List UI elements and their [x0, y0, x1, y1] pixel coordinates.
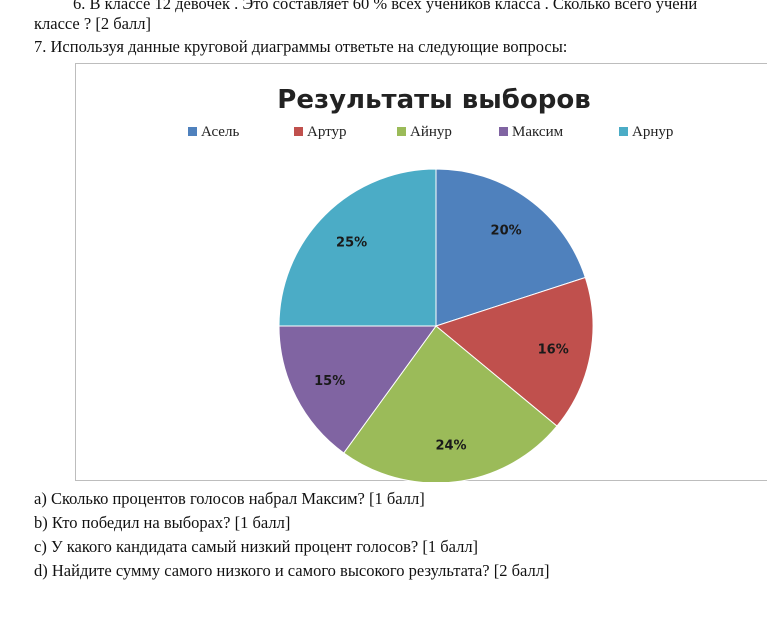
pie-label-3: 24%	[435, 438, 466, 453]
chart-legend: Асель Артур Айнур Максим Арнур	[188, 124, 673, 140]
pie-label-4: 15%	[314, 374, 345, 389]
pie-label-1: 20%	[491, 224, 522, 239]
task-6-continuation: классе ? [2 балл]	[34, 14, 152, 33]
legend-label-4: Максим	[512, 124, 564, 140]
pie-label-2: 16%	[538, 342, 569, 357]
question-c: c) У какого кандидата самый низкий проце…	[34, 537, 479, 556]
pie-slice-4	[278, 325, 437, 454]
legend-swatch-3	[397, 127, 406, 136]
task-6-text: 6. В классе 12 девочек . Это составляет …	[73, 0, 698, 13]
chart-frame: Результаты выборов Асель Артур Айнур Максим…	[75, 63, 767, 482]
legend-swatch-5	[619, 127, 628, 136]
question-d: d) Найдите сумму самого низкого и самого…	[34, 561, 550, 580]
pie-slice-2	[434, 276, 594, 427]
pie-slice-1	[435, 168, 586, 327]
legend-swatch-2	[294, 127, 303, 136]
chart-title: Результаты выборов	[277, 85, 590, 115]
pie-slice-5	[278, 168, 437, 327]
pie-chart: Результаты выборов Асель Артур Айнур Максим…	[188, 85, 673, 482]
legend-swatch-1	[188, 127, 197, 136]
question-b: b) Кто победил на выборах? [1 балл]	[34, 513, 291, 532]
legend-label-2: Артур	[307, 124, 347, 140]
pie-labels: 20% 16% 24% 15% 25%	[314, 224, 569, 454]
pie-label-5: 25%	[336, 236, 367, 251]
legend-swatch-4	[499, 127, 508, 136]
question-a: a) Сколько процентов голосов набрал Макс…	[34, 489, 425, 508]
legend-label-5: Арнур	[632, 124, 673, 140]
legend-label-3: Айнур	[410, 124, 452, 140]
legend-label-1: Асель	[201, 124, 239, 140]
pie-slice-3	[343, 325, 558, 482]
task-7-text: 7. Используя данные круговой диаграммы о…	[34, 37, 568, 56]
pie-slices	[278, 168, 594, 482]
